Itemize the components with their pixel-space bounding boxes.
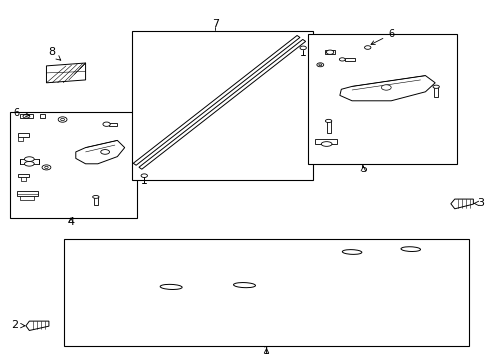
Ellipse shape <box>24 161 34 166</box>
Bar <box>307 34 456 164</box>
Bar <box>18 133 29 137</box>
Polygon shape <box>339 76 434 101</box>
Polygon shape <box>139 40 305 169</box>
Text: 6: 6 <box>370 29 393 44</box>
Bar <box>20 196 34 200</box>
Bar <box>18 174 29 177</box>
Ellipse shape <box>102 122 110 126</box>
Text: 3: 3 <box>473 198 483 208</box>
Polygon shape <box>133 36 299 165</box>
Ellipse shape <box>364 46 370 49</box>
Ellipse shape <box>321 141 331 146</box>
Bar <box>326 121 330 133</box>
Bar <box>344 58 354 61</box>
Polygon shape <box>98 243 464 313</box>
Text: 6: 6 <box>13 108 29 118</box>
Ellipse shape <box>24 157 34 161</box>
Ellipse shape <box>160 284 182 289</box>
Polygon shape <box>76 140 124 164</box>
Ellipse shape <box>326 50 333 54</box>
Ellipse shape <box>101 150 109 154</box>
Ellipse shape <box>318 64 321 66</box>
Bar <box>108 123 117 126</box>
Ellipse shape <box>400 247 420 252</box>
Polygon shape <box>92 257 98 314</box>
Bar <box>94 196 98 205</box>
Ellipse shape <box>23 114 30 118</box>
Polygon shape <box>46 63 85 83</box>
Bar <box>63 239 468 346</box>
Ellipse shape <box>325 119 331 122</box>
Ellipse shape <box>432 85 438 88</box>
Ellipse shape <box>233 283 255 288</box>
Polygon shape <box>20 159 39 164</box>
Polygon shape <box>26 321 49 330</box>
Bar <box>17 191 38 196</box>
Text: 1: 1 <box>263 346 269 356</box>
Text: 8: 8 <box>48 47 61 60</box>
Ellipse shape <box>42 165 51 170</box>
Ellipse shape <box>93 195 99 198</box>
Bar <box>325 50 334 54</box>
Polygon shape <box>98 297 464 322</box>
Ellipse shape <box>58 117 67 122</box>
Ellipse shape <box>316 63 323 67</box>
Bar <box>18 137 23 141</box>
Text: 4: 4 <box>67 217 74 227</box>
Bar <box>132 31 312 180</box>
Ellipse shape <box>381 85 390 90</box>
Polygon shape <box>92 313 98 323</box>
Polygon shape <box>450 199 472 209</box>
Text: 2: 2 <box>11 320 25 330</box>
Ellipse shape <box>342 249 361 255</box>
Bar <box>10 112 137 218</box>
Ellipse shape <box>141 174 147 177</box>
Bar <box>20 177 26 181</box>
Ellipse shape <box>339 58 345 61</box>
Text: 5: 5 <box>359 164 366 174</box>
Ellipse shape <box>45 166 48 168</box>
Polygon shape <box>315 139 337 144</box>
Bar <box>433 86 437 97</box>
Ellipse shape <box>61 118 64 121</box>
Bar <box>20 114 33 118</box>
Ellipse shape <box>299 46 305 50</box>
Bar <box>40 114 45 118</box>
Text: 7: 7 <box>211 19 218 30</box>
